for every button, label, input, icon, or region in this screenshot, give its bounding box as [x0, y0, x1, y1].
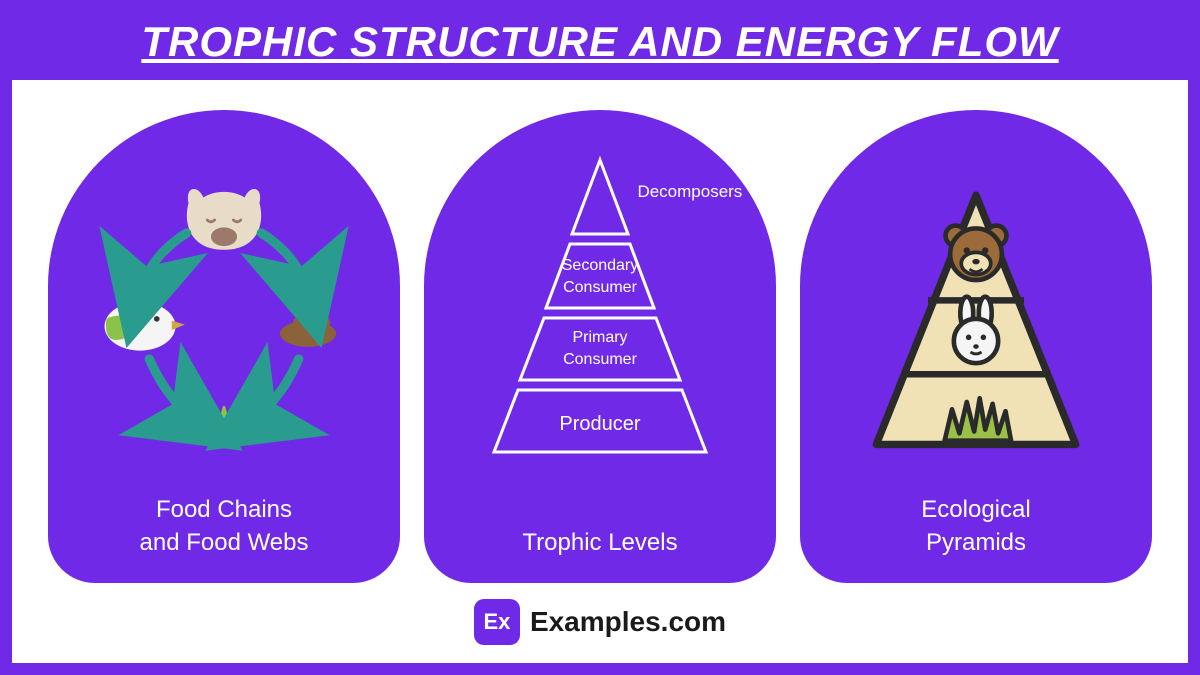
- level2-line1: Primary: [572, 329, 627, 346]
- eco-pyramid-svg: [856, 177, 1096, 457]
- caption-line: Ecological: [921, 496, 1030, 523]
- card-ecological-pyramids: Ecological Pyramids: [800, 110, 1152, 583]
- card-caption: Food Chains and Food Webs: [140, 494, 309, 559]
- food-web-graphic: [68, 140, 380, 494]
- level2-line2: Consumer: [563, 351, 637, 368]
- card-caption: Trophic Levels: [522, 527, 677, 559]
- eco-pyramid-graphic: [820, 140, 1132, 494]
- trophic-pyramid-graphic: Decomposers Secondary Consumer Primary C…: [444, 140, 756, 527]
- caption-line: Food Chains: [156, 496, 292, 523]
- logo-badge: Ex: [474, 599, 520, 645]
- cat-icon: [187, 189, 261, 250]
- bear-icon: [946, 226, 1007, 280]
- footer-logo: Ex Examples.com: [48, 595, 1152, 645]
- card-caption: Ecological Pyramids: [921, 494, 1030, 559]
- page-title: TROPHIC STRUCTURE AND ENERGY FLOW: [12, 12, 1188, 80]
- logo-text: Examples.com: [530, 606, 726, 638]
- level3-line1: Secondary: [562, 257, 639, 274]
- caption-line: and Food Webs: [140, 529, 309, 556]
- level3-line2: Consumer: [563, 279, 637, 296]
- food-web-svg: [84, 167, 364, 467]
- trophic-pyramid-svg: Secondary Consumer Primary Consumer Prod…: [470, 152, 730, 462]
- card-trophic-levels: Decomposers Secondary Consumer Primary C…: [424, 110, 776, 583]
- infographic-frame: TROPHIC STRUCTURE AND ENERGY FLOW: [0, 0, 1200, 675]
- card-row: Food Chains and Food Webs Decomposers Se…: [48, 110, 1152, 583]
- grass-icon: [198, 406, 250, 444]
- caption-line: Trophic Levels: [522, 529, 677, 556]
- level1-label: Producer: [559, 413, 640, 435]
- waste-icon: [280, 306, 336, 347]
- content-area: Food Chains and Food Webs Decomposers Se…: [12, 80, 1188, 663]
- card-food-chains: Food Chains and Food Webs: [48, 110, 400, 583]
- bird-icon: [105, 302, 185, 351]
- caption-line: Pyramids: [926, 529, 1026, 556]
